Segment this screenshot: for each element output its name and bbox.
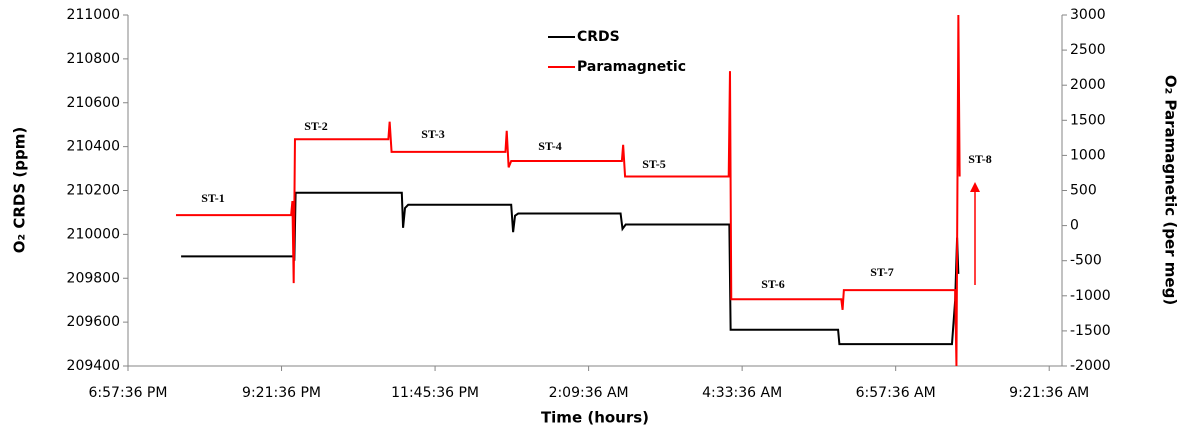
y-tick-label: 210200 [67,183,120,199]
annotation: ST-8 [968,152,992,166]
annotation: ST-1 [201,191,225,205]
annotation: ST-3 [421,127,445,141]
y-tick-label: 211000 [67,7,120,23]
y2-tick-label: 2000 [1070,77,1106,93]
annotation: ST-7 [870,265,894,279]
y2-tick-label: 2500 [1070,42,1106,58]
y-tick-label: 210600 [67,95,120,111]
x-tick-label: 6:57:36 PM [89,385,168,401]
arrow-head [970,182,980,192]
annotation: ST-5 [642,157,666,171]
y2-tick-label: 1000 [1070,147,1106,163]
y-tick-label: 210800 [67,51,120,67]
x-axis-title: Time (hours) [541,409,649,427]
x-tick-label: 2:09:36 AM [549,385,629,401]
x-tick-label: 11:45:36 PM [391,385,479,401]
y2-axis-title: O₂ Paramagnetic (per meg) [1162,75,1180,305]
y2-tick-label: 1500 [1070,112,1106,128]
y2-tick-label: -1500 [1070,323,1111,339]
y-tick-label: 209600 [67,314,120,330]
y-tick-label: 210000 [67,226,120,242]
x-tick-label: 9:21:36 PM [242,385,321,401]
x-tick-label: 9:21:36 AM [1009,385,1089,401]
y-tick-label: 209400 [67,358,120,374]
x-tick-label: 4:33:36 AM [702,385,782,401]
legend-label: Paramagnetic [577,59,686,75]
y2-tick-label: 500 [1070,183,1097,199]
annotation: ST-6 [761,277,785,291]
y-tick-label: 210400 [67,139,120,155]
series-line [175,14,961,367]
y2-tick-label: -500 [1070,253,1102,269]
y2-tick-label: -1000 [1070,288,1111,304]
y-axis-title: O₂ CRDS (ppm) [11,127,29,253]
y2-tick-label: 0 [1070,218,1079,234]
y2-tick-label: -2000 [1070,358,1111,374]
y-tick-label: 209800 [67,270,120,286]
legend-label: CRDS [577,29,620,45]
x-tick-label: 6:57:36 AM [856,385,936,401]
y2-tick-label: 3000 [1070,7,1106,23]
annotation: ST-4 [538,139,562,153]
series-line [181,191,960,346]
annotation: ST-2 [304,119,328,133]
